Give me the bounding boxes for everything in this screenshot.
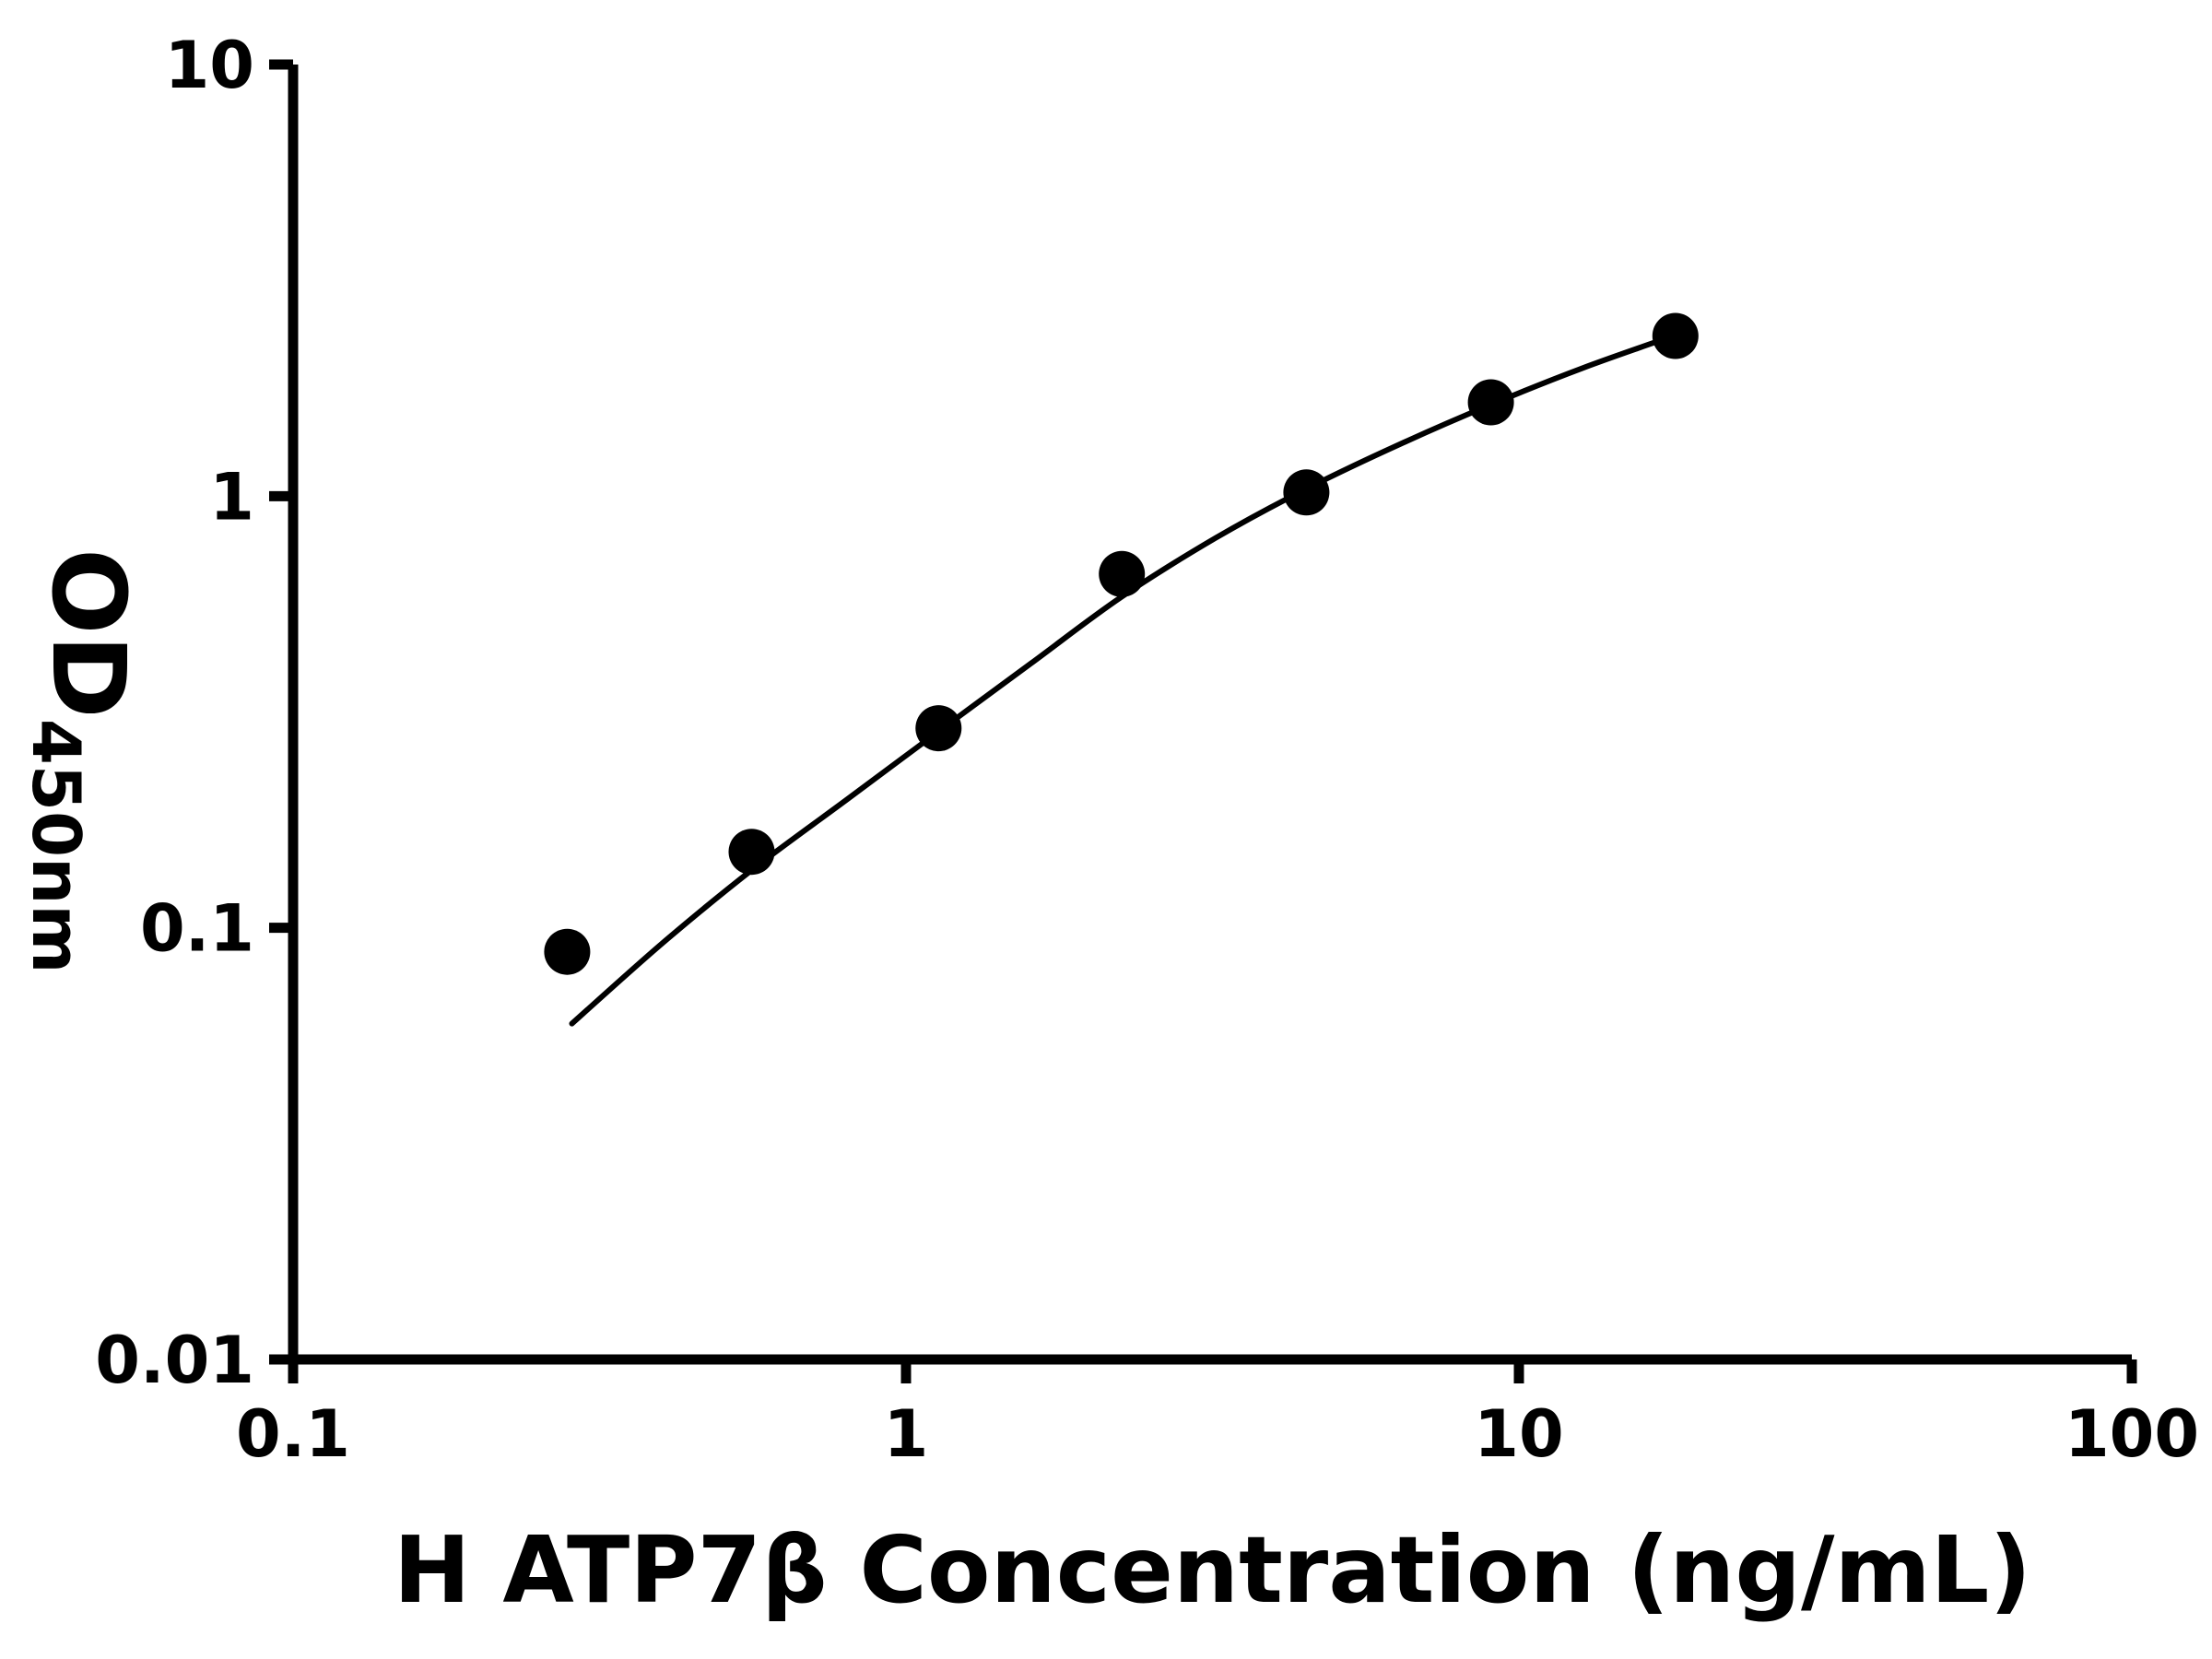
y-tick-label: 1 (209, 459, 254, 535)
axis-lines (288, 65, 2132, 1365)
x-tick-label: 100 (2065, 1396, 2199, 1472)
y-axis-title: OD450nm (18, 548, 147, 973)
data-point (728, 829, 775, 876)
data-point (915, 705, 962, 752)
data-point (1652, 312, 1699, 359)
x-axis-title: H ATP7β Concentration (ng/mL) (393, 1516, 2032, 1624)
y-tick-label: 10 (165, 28, 254, 103)
x-tick-label: 0.1 (236, 1396, 350, 1472)
data-point (1099, 550, 1146, 597)
y-tick-label: 0.1 (140, 891, 254, 967)
y-axis-title-subscript: 450nm (18, 719, 95, 974)
data-point (544, 928, 591, 975)
x-tick-label: 1 (884, 1396, 929, 1472)
y-tick-label: 0.01 (95, 1323, 254, 1398)
y-axis-title-main: OD (29, 548, 147, 719)
fit-curve-line (569, 332, 1678, 1027)
data-point (1283, 469, 1330, 516)
data-point (1467, 379, 1514, 426)
x-tick-label: 10 (1474, 1396, 1563, 1472)
